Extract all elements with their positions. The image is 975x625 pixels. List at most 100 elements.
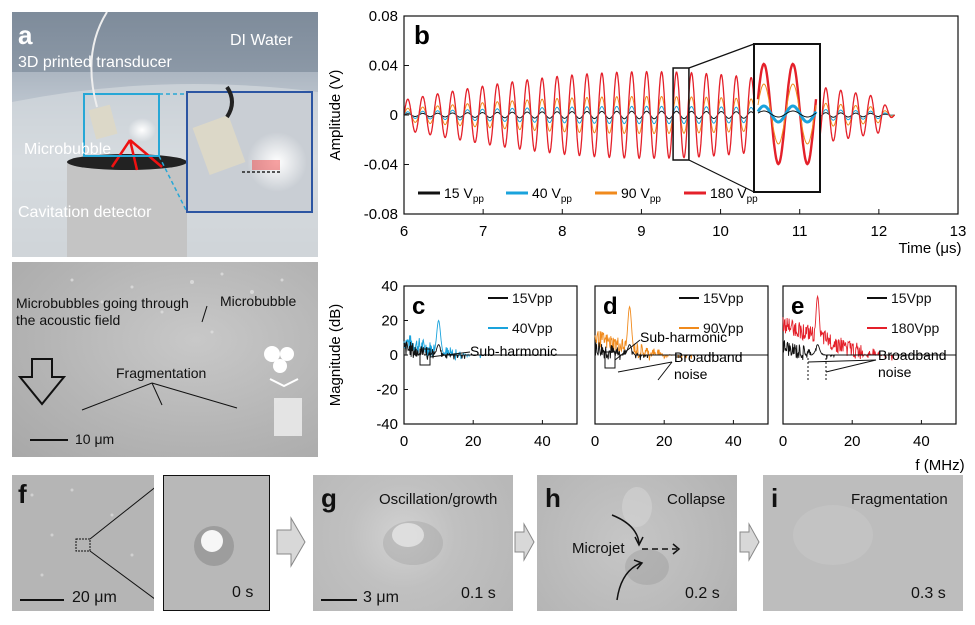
x-tick-label: 6	[400, 223, 408, 240]
series-line-15vpp	[782, 340, 956, 361]
y-tick-label: 0	[390, 347, 398, 364]
panel-d-letter: d	[603, 293, 618, 320]
arrow-g-to-h	[514, 522, 535, 562]
y-tick-label: 0.04	[369, 58, 398, 75]
y-tick-label: 0.08	[369, 8, 398, 25]
inset-connector-bottom	[688, 159, 755, 193]
panel-a-letter: a	[18, 20, 33, 50]
y-tick-label: -0.04	[364, 157, 398, 174]
inset-wave-2	[756, 104, 818, 124]
series-line-15vpp	[594, 340, 768, 361]
detector-label: Cavitation detector	[18, 204, 152, 221]
y-axis-label: Magnitude (dB)	[327, 304, 344, 407]
subharmonic-pointer-d	[614, 339, 641, 361]
panel-g-time-label: 0.1 s	[461, 585, 496, 602]
panel-f-time-label: 0 s	[232, 584, 254, 601]
panel-i-photo: i Fragmentation 0.3 s	[763, 475, 963, 611]
panel-a-illustration: a 3D printed transducer DI Water Microbu…	[12, 12, 318, 257]
inset-wave-1	[757, 83, 817, 145]
panel-g-photo: g Oscillation/growth 3 μm 0.1 s	[313, 475, 513, 611]
annotation-c: Sub-harmonic	[470, 343, 557, 359]
x-tick-label: 12	[871, 223, 888, 240]
annotation-d-broadband: Broadband	[674, 349, 743, 365]
legend-label: 40Vpp	[512, 320, 553, 336]
lower-microbubble-label: Microbubble	[220, 293, 297, 309]
series-line-15vpp	[403, 341, 577, 360]
x-tick-label: 9	[637, 223, 645, 240]
inset-wave-0	[756, 62, 818, 166]
panel-h-title: Collapse	[667, 491, 726, 508]
legend-label: 90 Vpp	[621, 185, 661, 205]
panel-e-letter: e	[791, 293, 804, 320]
panel-f-scene	[30, 487, 154, 599]
panel-g-letter: g	[321, 483, 337, 513]
x-axis-label: Time (μs)	[898, 240, 961, 257]
panel-a-scale-label: 10 μm	[75, 431, 115, 447]
panel-f-photo: f 20 μm	[12, 475, 154, 611]
panel-f-scalebar	[20, 599, 64, 601]
x-tick-label: 10	[712, 223, 729, 240]
series-line-180-vpp	[403, 70, 896, 160]
going-through-label: Microbubbles going through the acoustic …	[16, 295, 189, 328]
water-label: DI Water	[230, 32, 293, 49]
panel-h-photo: h Collapse Microjet 0.2 s	[537, 475, 737, 611]
legend-label: 15Vpp	[512, 290, 553, 306]
x-tick-label: 11	[792, 223, 808, 240]
y-tick-label: -0.08	[364, 206, 398, 223]
x-tick-label: 8	[558, 223, 566, 240]
panel-h-time-label: 0.2 s	[685, 585, 720, 602]
chart-cde: 0 20 40 -40 -20 0 20 40 Magnitude (dB) c 15Vpp 40Vp…	[327, 278, 965, 474]
panel-h-letter: h	[545, 483, 561, 513]
annotation-e-broadband: Broadband	[878, 347, 947, 363]
panel-h-scene	[611, 487, 681, 601]
x-tick-label: 13	[950, 223, 967, 240]
y-tick-label: 40	[381, 278, 398, 295]
panel-c-letter: c	[412, 293, 425, 320]
legend-label: 180Vpp	[891, 320, 939, 336]
panel-g-scene	[383, 521, 443, 565]
x-tick-label: 20	[656, 433, 673, 450]
x-tick-label: 40	[534, 433, 551, 450]
y-tick-label: -20	[376, 382, 398, 399]
transducer-label: 3D printed transducer	[18, 54, 172, 71]
y-axis-label: Amplitude (V)	[327, 70, 344, 161]
legend-label: 15 Vpp	[444, 185, 484, 205]
panel-i-letter: i	[771, 483, 779, 513]
panel-f-zoom: 0 s	[163, 475, 270, 611]
chart-b: b 6 7 8 9 10 11 12 13 -0.08 -0.04 0 0.04 0.08 Amplitud…	[327, 8, 967, 257]
x-tick-label: 40	[913, 433, 930, 450]
annotation-d-subharmonic: Sub-harmonic	[640, 329, 727, 345]
panel-i-scene	[793, 505, 873, 565]
annotation-e-noise: noise	[878, 364, 912, 380]
x-tick-label: 20	[844, 433, 861, 450]
panel-f-zoom-scene	[194, 526, 234, 566]
fragmentation-label: Fragmentation	[116, 365, 207, 381]
arrow-f-to-g	[276, 516, 306, 568]
panel-b-letter: b	[414, 20, 430, 50]
legend-label: 15Vpp	[703, 290, 744, 306]
x-tick-label: 0	[779, 433, 787, 450]
microjet-label: Microjet	[572, 540, 625, 557]
panel-a-scene	[12, 12, 318, 257]
legend-label: 90Vpp	[703, 320, 744, 336]
panel-a-photo: Microbubble Microbubbles going through t…	[12, 262, 318, 457]
annotation-d-noise: noise	[674, 366, 708, 382]
broadband-pointer-e2	[825, 359, 877, 373]
legend-label: 180 Vpp	[710, 185, 758, 205]
y-tick-label: 20	[381, 313, 398, 330]
inset-wave-3	[757, 110, 817, 118]
panel-i-time-label: 0.3 s	[911, 585, 946, 602]
x-tick-label: 7	[479, 223, 487, 240]
panel-g-title: Oscillation/growth	[379, 491, 498, 508]
broadband-pointer-e1	[807, 359, 877, 363]
broadband-pointer-d1	[617, 361, 673, 373]
x-tick-label: 0	[400, 433, 408, 450]
panel-g-scalebar	[321, 599, 357, 601]
panel-a-photo-scene	[17, 272, 302, 436]
panel-g-scale-label: 3 μm	[363, 589, 399, 606]
panel-f-letter: f	[18, 479, 27, 509]
inset-connector-top	[688, 43, 755, 69]
broadband-pointer-d2	[657, 361, 673, 381]
microbubble-label: Microbubble	[24, 141, 112, 158]
x-axis-label: f (MHz)	[915, 457, 964, 474]
